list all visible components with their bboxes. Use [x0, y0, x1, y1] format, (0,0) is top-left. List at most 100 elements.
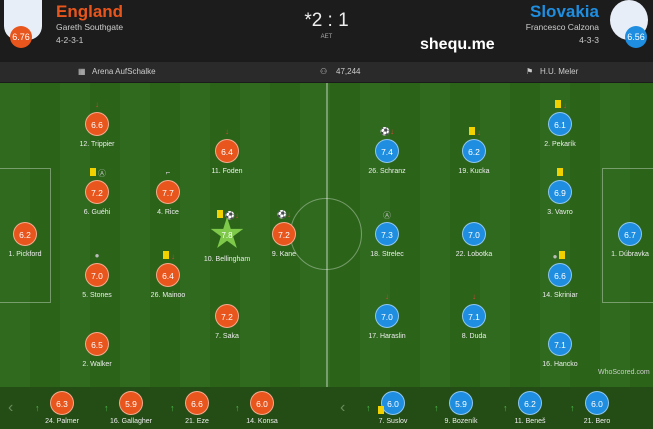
player[interactable]: 7.0 22. Lobotka	[439, 222, 509, 258]
player-rating: 6.2	[518, 391, 542, 415]
substitute[interactable]: ↑ 6.3 24. Palmer	[27, 391, 97, 425]
player-rating: 6.9	[548, 180, 572, 204]
player-rating: 7.2	[85, 180, 109, 204]
event-icons	[439, 210, 509, 220]
player[interactable]: 6.9 3. Vavro	[525, 168, 595, 216]
subbed-off-icon: ↓	[472, 292, 476, 301]
player-name: 11. Foden	[211, 168, 243, 175]
player[interactable]: ⌐ 7.7 4. Rice	[133, 168, 203, 216]
player-name: 1. Pickford	[8, 251, 42, 258]
player-name: 8. Duda	[461, 333, 487, 340]
player-rating: 6.0	[250, 391, 274, 415]
player-rating: 6.7	[618, 222, 642, 246]
event-icons	[62, 320, 132, 330]
substitute[interactable]: ↑ 5.9 16. Gallagher	[96, 391, 166, 425]
player-name: 18. Strelec	[370, 251, 404, 258]
player-name: 4. Rice	[157, 209, 179, 216]
player-rating: 6.6	[185, 391, 209, 415]
player[interactable]: ↓ 6.4 11. Foden	[192, 127, 262, 175]
player-name: 19. Kucka	[458, 168, 490, 175]
player-rating: 7.0	[85, 263, 109, 287]
player[interactable]: 6.2 1. Pickford	[0, 222, 60, 258]
player-name: 21. Bero	[583, 418, 611, 425]
home-formation: 4-2-3-1	[56, 35, 84, 45]
player[interactable]: 6.5 2. Walker	[62, 332, 132, 368]
player-rating: 6.4	[156, 263, 180, 287]
player[interactable]: Ⓐ 7.3 18. Strelec	[352, 211, 422, 258]
captain-icon: Ⓐ	[383, 211, 391, 220]
event-icons: ↓	[192, 127, 262, 137]
player-name: 11. Beneš	[514, 418, 546, 425]
substitute[interactable]: ↑ 6.2 11. Beneš	[495, 391, 565, 425]
info-icon: ●	[94, 251, 100, 260]
player[interactable]: ⚽↓ 7.2 9. Kane	[249, 210, 319, 258]
subbed-on-icon: ↑	[235, 403, 240, 413]
away-subs-prev-button[interactable]: ‹	[340, 399, 346, 416]
player-name: 6. Guéhi	[83, 209, 111, 216]
player-name: 1. Dúbravka	[611, 251, 649, 258]
event-icons: ⚽↓	[249, 210, 319, 220]
yellow-card-icon	[378, 406, 384, 414]
subbed-off-icon: ↓	[234, 211, 239, 220]
player[interactable]: 6.7 1. Dúbravka	[595, 222, 653, 258]
venue: Arena AufSchalke	[92, 67, 156, 76]
player[interactable]: ↓ 7.1 8. Duda	[439, 292, 509, 340]
home-subs-prev-button[interactable]: ‹	[8, 399, 14, 416]
substitute[interactable]: ↑ 6.0 14. Konsa	[227, 391, 297, 425]
event-icons	[525, 168, 595, 178]
referee-icon: ⚑	[526, 67, 534, 76]
player-name: 9. Kane	[271, 251, 297, 258]
player[interactable]: ⚽↓ 7.4 26. Schranz	[352, 127, 422, 175]
home-penalty-box	[0, 168, 51, 303]
player[interactable]: ● 6.6 14. Skriniar	[525, 251, 595, 299]
event-icons	[595, 210, 653, 220]
player[interactable]: ↓ 6.4 26. Mainoo	[133, 251, 203, 299]
player-rating: 6.6	[85, 112, 109, 136]
goal-icon: ⚽	[277, 210, 287, 219]
subbed-off-icon: ↓	[286, 210, 291, 219]
player-rating: 6.0	[381, 391, 405, 415]
substitute[interactable]: ↑ 6.0 7. Suslov	[358, 391, 428, 425]
player-rating: 7.1	[548, 332, 572, 356]
referee: H.U. Meler	[540, 67, 579, 76]
substitute[interactable]: ↑ 6.6 21. Eze	[162, 391, 232, 425]
player-rating: 7.0	[462, 222, 486, 246]
yellow-card-icon	[469, 127, 475, 135]
substitute[interactable]: ↑ 5.9 9. Bozeník	[426, 391, 496, 425]
player-name: 21. Eze	[185, 418, 209, 425]
event-icons: ↓	[352, 292, 422, 302]
away-coach: Francesco Calzona	[525, 22, 599, 32]
player-name: 14. Skriniar	[542, 292, 578, 299]
player[interactable]: Ⓐ 7.2 6. Guéhi	[62, 168, 132, 216]
player-name: 9. Bozeník	[444, 418, 478, 425]
player[interactable]: 7.1 16. Hancko	[525, 332, 595, 368]
away-penalty-box	[602, 168, 653, 303]
player-rating: 7.2	[272, 222, 296, 246]
event-icons	[0, 210, 60, 220]
player[interactable]: ● 7.0 5. Stones	[62, 251, 132, 299]
player-rating: 6.2	[462, 139, 486, 163]
away-team-name[interactable]: Slovakia	[530, 2, 599, 21]
player[interactable]: ↓ 6.2 19. Kucka	[439, 127, 509, 175]
captain-icon: Ⓐ	[98, 169, 106, 178]
home-team-name[interactable]: England	[56, 2, 124, 21]
event-icons	[525, 320, 595, 330]
yellow-card-icon	[557, 168, 563, 176]
player-rating: 7.7	[156, 180, 180, 204]
player[interactable]: ↓ 6.6 12. Trippier	[62, 100, 132, 148]
away-formation: 4-3-3	[579, 35, 599, 45]
player-name: 5. Stones	[82, 292, 112, 299]
provider-logo: WhoScored.com	[598, 369, 650, 376]
info-icon: ●	[552, 252, 558, 261]
subbed-on-icon: ↑	[104, 403, 109, 413]
player[interactable]: ⚽↓ 7.8 10. Bellingham	[192, 210, 262, 263]
pitch: ↓ 6.6 12. Trippier Ⓐ 7.2 6. Guéhi ⌐ 7.7 4. Rice ↓…	[0, 83, 653, 387]
substitute[interactable]: ↑ 6.0 21. Bero	[562, 391, 632, 425]
player[interactable]: ↓ 6.1 2. Pekarík	[525, 100, 595, 148]
event-icons: Ⓐ	[62, 168, 132, 178]
yellow-card-icon	[555, 100, 561, 108]
watermark: shequ.me	[420, 36, 495, 53]
player[interactable]: 7.2 7. Saka	[192, 304, 262, 340]
subbed-off-icon: ↓	[389, 127, 394, 136]
player[interactable]: ↓ 7.0 17. Haraslin	[352, 292, 422, 340]
